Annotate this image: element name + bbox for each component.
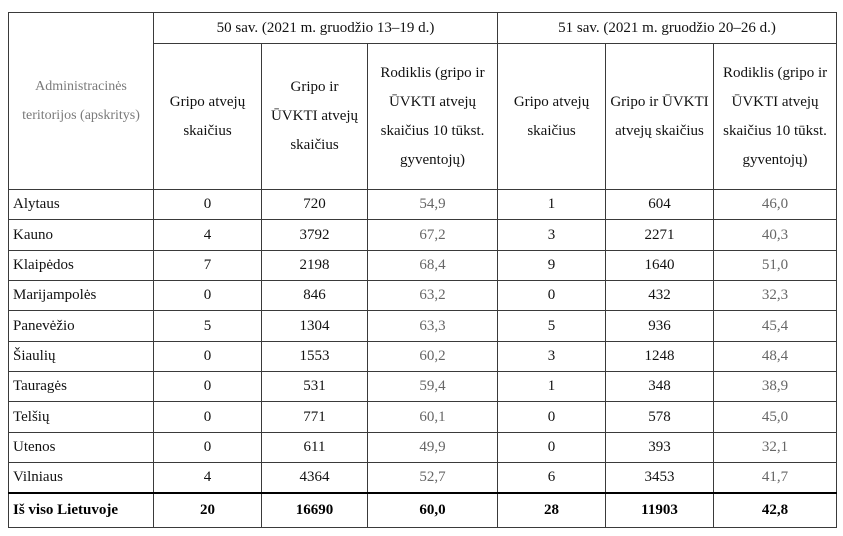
w50-rate-header: Rodiklis (gripo ir ŪVKTI atvejų skaičius… — [366, 43, 499, 190]
w50-flu-cases: 0 — [153, 371, 262, 403]
w50-flu-cases: 0 — [153, 401, 262, 433]
w50-total-flu-ari-cases: 16690 — [261, 492, 368, 529]
w50-flu-ari-cases: 1553 — [261, 340, 368, 373]
w50-flu-ari-cases: 1304 — [261, 310, 368, 342]
w51-flu-ari-cases: 432 — [605, 280, 715, 312]
w51-flu-ari-cases: 936 — [605, 310, 715, 342]
week-50-header: 50 sav. (2021 m. gruodžio 13–19 d.) — [152, 12, 499, 44]
week-51-header: 51 sav. (2021 m. gruodžio 20–26 d.) — [497, 12, 838, 44]
w50-flu-cases: 0 — [153, 340, 262, 373]
w50-flu-cases-header: Gripo atvejų skaičius — [153, 43, 262, 190]
w51-flu-ari-cases: 1640 — [605, 249, 715, 282]
w51-flu-cases: 3 — [497, 340, 607, 373]
w50-rate: 67,2 — [366, 219, 499, 251]
w51-flu-ari-cases: 604 — [605, 188, 715, 221]
w51-flu-ari-cases-header: Gripo ir ŪVKTI atvejų skaičius — [605, 43, 715, 190]
influenza-statistics-table: Administracinės teritorijos (apskritys) … — [8, 12, 838, 529]
w50-rate: 63,3 — [366, 310, 499, 342]
w51-rate: 32,1 — [713, 431, 838, 464]
w50-rate: 54,9 — [366, 188, 499, 221]
table-row: Šiaulių 0 1553 60,2 3 1248 48,4 — [8, 340, 838, 373]
w50-flu-ari-cases-header: Gripo ir ŪVKTI atvejų skaičius — [261, 43, 368, 190]
table-row: Klaipėdos 7 2198 68,4 9 1640 51,0 — [8, 249, 838, 282]
w50-total-rate: 60,0 — [366, 492, 499, 529]
w50-rate: 60,2 — [366, 340, 499, 373]
w51-rate: 32,3 — [713, 280, 838, 312]
w51-flu-cases: 3 — [497, 219, 607, 251]
county-name: Tauragės — [8, 371, 154, 403]
w50-rate: 60,1 — [366, 401, 499, 433]
w51-rate: 51,0 — [713, 249, 838, 282]
table-row: Marijampolės 0 846 63,2 0 432 32,3 — [8, 280, 838, 312]
w51-rate: 40,3 — [713, 219, 838, 251]
w50-rate: 63,2 — [366, 280, 499, 312]
w50-flu-cases: 0 — [153, 280, 262, 312]
county-name: Marijampolės — [8, 280, 154, 312]
w51-total-rate: 42,8 — [713, 492, 838, 529]
county-name: Utenos — [8, 431, 154, 464]
w50-flu-cases: 5 — [153, 310, 262, 342]
w51-flu-cases: 1 — [497, 371, 607, 403]
w51-rate: 38,9 — [713, 371, 838, 403]
w50-flu-ari-cases: 846 — [261, 280, 368, 312]
w51-flu-ari-cases: 348 — [605, 371, 715, 403]
county-name: Alytaus — [8, 188, 154, 221]
total-row: Iš viso Lietuvoje 20 16690 60,0 28 11903… — [8, 492, 838, 529]
w51-flu-cases: 0 — [497, 280, 607, 312]
w50-flu-ari-cases: 3792 — [261, 219, 368, 251]
w51-total-flu-ari-cases: 11903 — [605, 492, 715, 529]
w51-flu-cases: 0 — [497, 401, 607, 433]
table-row: Panevėžio 5 1304 63,3 5 936 45,4 — [8, 310, 838, 342]
county-name: Šiaulių — [8, 340, 154, 373]
county-name: Kauno — [8, 219, 154, 251]
table-row: Utenos 0 611 49,9 0 393 32,1 — [8, 431, 838, 464]
table-row: Vilniaus 4 4364 52,7 6 3453 41,7 — [8, 462, 838, 494]
county-name: Telšių — [8, 401, 154, 433]
w50-rate: 52,7 — [366, 462, 499, 494]
table-row: Alytaus 0 720 54,9 1 604 46,0 — [8, 188, 838, 221]
w50-rate: 68,4 — [366, 249, 499, 282]
w51-rate: 41,7 — [713, 462, 838, 494]
table-row: Tauragės 0 531 59,4 1 348 38,9 — [8, 371, 838, 403]
w50-flu-cases: 4 — [153, 462, 262, 494]
w51-total-flu-cases: 28 — [497, 492, 607, 529]
w50-flu-ari-cases: 611 — [261, 431, 368, 464]
w50-flu-cases: 0 — [153, 188, 262, 221]
w51-rate: 45,0 — [713, 401, 838, 433]
w51-rate-header: Rodiklis (gripo ir ŪVKTI atvejų skaičius… — [713, 43, 838, 190]
w51-flu-cases: 1 — [497, 188, 607, 221]
county-name: Vilniaus — [8, 462, 154, 494]
w51-flu-cases: 6 — [497, 462, 607, 494]
w51-flu-cases: 5 — [497, 310, 607, 342]
w51-flu-ari-cases: 2271 — [605, 219, 715, 251]
w51-flu-cases: 0 — [497, 431, 607, 464]
w50-flu-ari-cases: 4364 — [261, 462, 368, 494]
w51-flu-cases-header: Gripo atvejų skaičius — [497, 43, 607, 190]
w51-flu-ari-cases: 393 — [605, 431, 715, 464]
w50-flu-ari-cases: 2198 — [261, 249, 368, 282]
total-label: Iš viso Lietuvoje — [8, 492, 154, 529]
county-name: Panevėžio — [8, 310, 154, 342]
table-row: Telšių 0 771 60,1 0 578 45,0 — [8, 401, 838, 433]
w50-flu-cases: 7 — [153, 249, 262, 282]
w50-flu-ari-cases: 720 — [261, 188, 368, 221]
table-row: Kauno 4 3792 67,2 3 2271 40,3 — [8, 219, 838, 251]
admin-territory-header: Administracinės teritorijos (apskritys) — [8, 12, 154, 190]
w50-flu-ari-cases: 531 — [261, 371, 368, 403]
w50-flu-cases: 0 — [153, 431, 262, 464]
w51-rate: 46,0 — [713, 188, 838, 221]
w51-rate: 45,4 — [713, 310, 838, 342]
w51-flu-cases: 9 — [497, 249, 607, 282]
w51-flu-ari-cases: 1248 — [605, 340, 715, 373]
w51-flu-ari-cases: 578 — [605, 401, 715, 433]
w50-total-flu-cases: 20 — [153, 492, 262, 529]
w51-flu-ari-cases: 3453 — [605, 462, 715, 494]
w50-rate: 49,9 — [366, 431, 499, 464]
county-name: Klaipėdos — [8, 249, 154, 282]
w50-flu-ari-cases: 771 — [261, 401, 368, 433]
w50-flu-cases: 4 — [153, 219, 262, 251]
w51-rate: 48,4 — [713, 340, 838, 373]
w50-rate: 59,4 — [366, 371, 499, 403]
